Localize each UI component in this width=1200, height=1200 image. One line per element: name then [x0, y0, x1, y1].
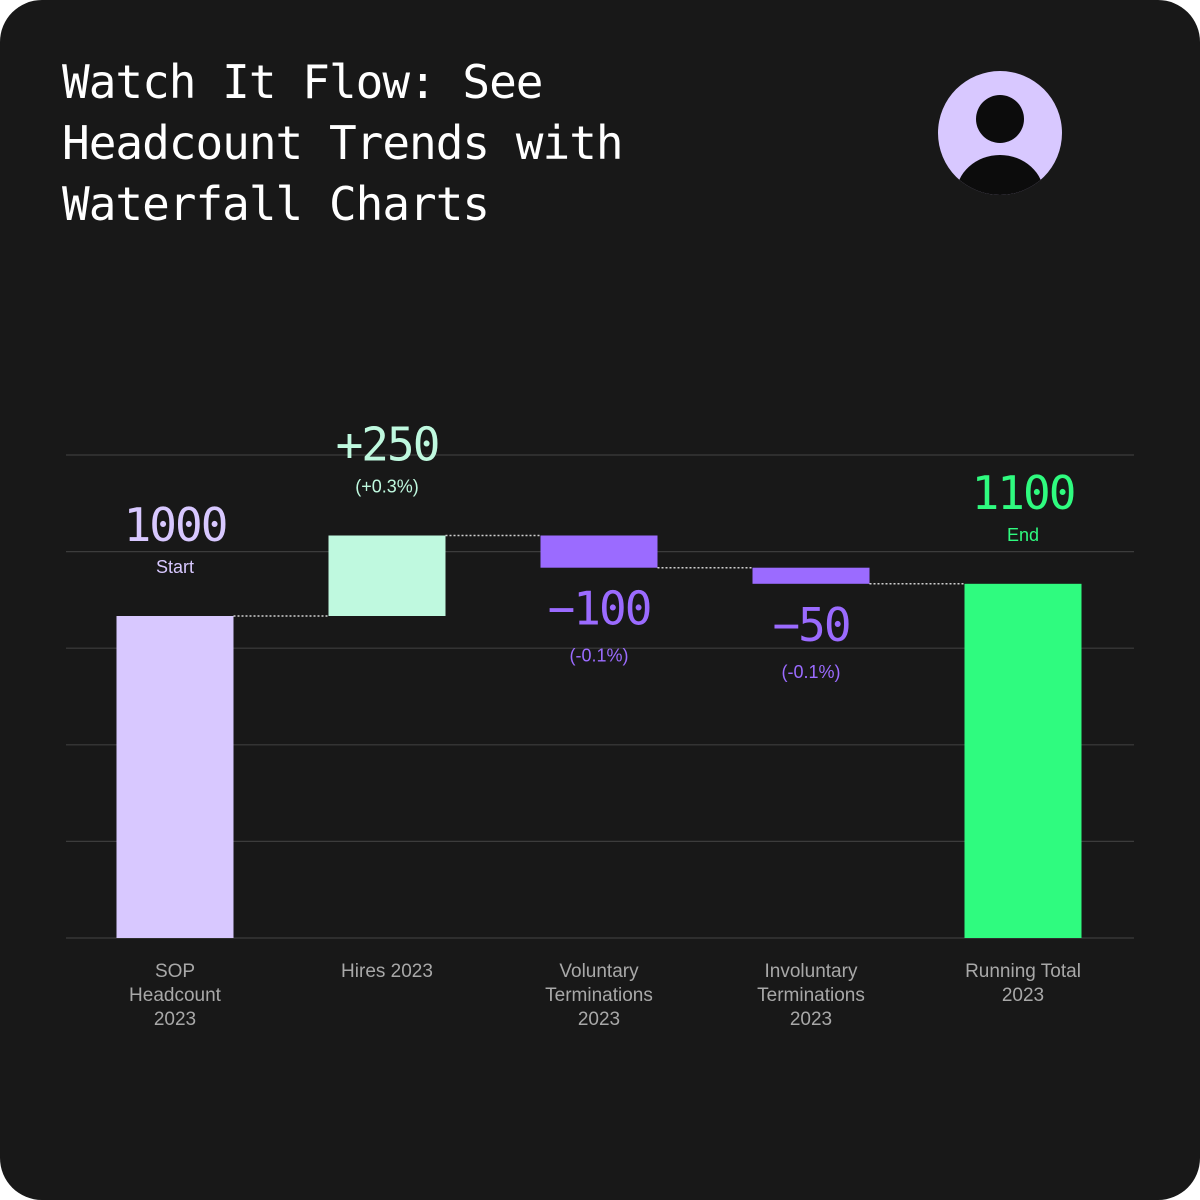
- bar-increase: [328, 535, 446, 616]
- category-label: Voluntary Terminations 2023: [545, 961, 653, 1030]
- chart-title: Watch It Flow: See Headcount Trends with…: [62, 55, 624, 231]
- bar-total: [964, 583, 1082, 938]
- category-label: Involuntary Terminations 2023: [757, 961, 865, 1030]
- change-label: (+0.3%): [355, 477, 419, 497]
- change-label: End: [1007, 525, 1039, 545]
- value-label: 1100: [972, 466, 1075, 520]
- bar-decrease: [752, 567, 870, 584]
- change-label: Start: [156, 557, 194, 577]
- user-avatar-icon: [938, 71, 1062, 195]
- category-label: SOP Headcount 2023: [129, 961, 222, 1030]
- value-label: −50: [772, 598, 849, 652]
- bar-start: [116, 616, 234, 938]
- value-label: +250: [336, 418, 439, 472]
- category-label: Hires 2023: [341, 961, 433, 982]
- value-label: 1000: [124, 498, 227, 552]
- change-label: (-0.1%): [781, 662, 840, 682]
- bar-decrease: [540, 535, 658, 568]
- change-label: (-0.1%): [569, 646, 628, 666]
- value-label: −100: [548, 582, 651, 636]
- category-label: Running Total 2023: [965, 961, 1081, 1006]
